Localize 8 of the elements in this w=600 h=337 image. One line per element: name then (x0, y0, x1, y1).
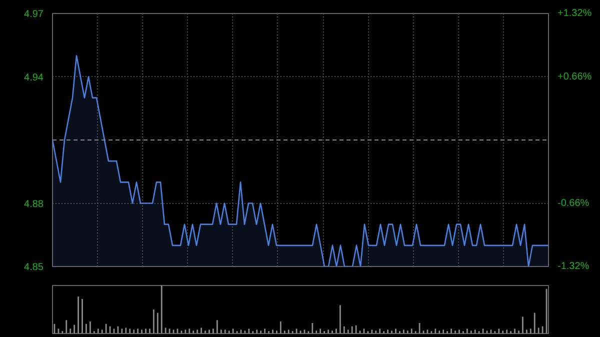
y-tick-label: 4.94 (24, 72, 44, 84)
y2-tick-label: +0.66% (558, 71, 592, 82)
y-tick-label: 4.85 (24, 262, 44, 273)
y2-tick-label: -0.66% (558, 198, 590, 209)
y-tick-label: 4.88 (24, 198, 44, 210)
y-tick-label: 4.97 (24, 9, 44, 20)
y2-tick-label: -1.32% (558, 261, 590, 272)
y2-tick-label: +1.32% (558, 8, 592, 19)
